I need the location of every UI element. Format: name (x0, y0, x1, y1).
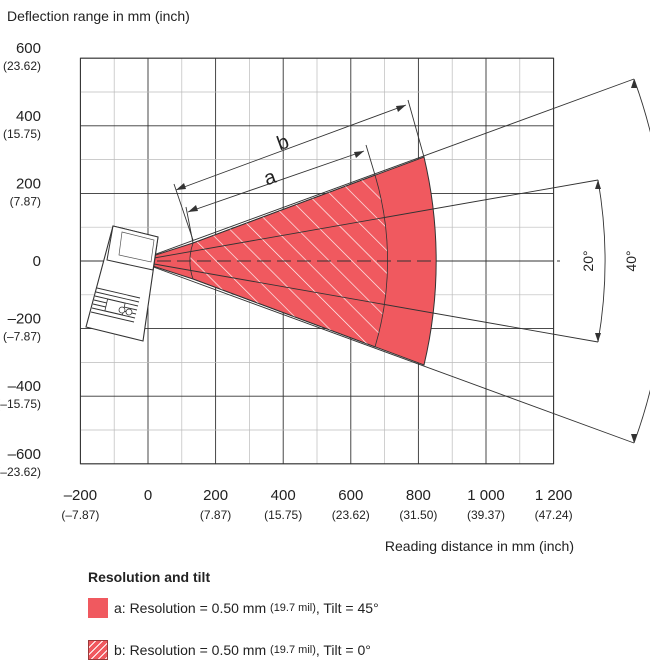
x-tick-label: –200 (64, 487, 97, 504)
y-tick-label: 200 (16, 175, 41, 192)
plot-border (79, 57, 555, 465)
legend-item-a: a: Resolution = 0.50 mm (19.7 mil), Tilt… (88, 598, 379, 618)
dimension-arrowheads (176, 105, 406, 212)
x-tick-label: 0 (144, 487, 152, 504)
legend-a-unit: (19.7 mil) (270, 602, 316, 614)
x-tick-label: 1 000 (467, 487, 505, 504)
x-tick-sublabel: (15.75) (264, 508, 302, 522)
angle-arc-40 (633, 78, 650, 444)
x-tick-sublabel: (–7.87) (61, 508, 99, 522)
y-tick-labels: 600 (23.62) 400 (15.75) 200 (7.87) 0 –200 (–7.87… (0, 40, 41, 479)
legend-a-prefix: a: Resolution = 0.50 mm (114, 600, 267, 616)
x-tick-label: 800 (406, 487, 431, 504)
legend-title: Resolution and tilt (88, 569, 211, 585)
label-a: a (261, 166, 280, 191)
y-tick-label: 0 (33, 253, 41, 270)
beam-lines (136, 78, 635, 444)
legend-swatch-solid (88, 598, 108, 618)
legend-b-unit: (19.7 mil) (270, 644, 316, 656)
legend-item-b: b: Resolution = 0.50 mm (19.7 mil), Tilt… (88, 640, 371, 660)
x-tick-sublabel: (7.87) (200, 508, 231, 522)
x-tick-sublabel: (23.62) (332, 508, 370, 522)
y-tick-sublabel: (23.62) (3, 59, 41, 73)
y-tick-label: –600 (8, 446, 41, 463)
x-tick-sublabel: (47.24) (535, 508, 573, 522)
y-tick-label: 600 (16, 40, 41, 57)
y-tick-sublabel: (–23.62) (0, 465, 41, 479)
x-tick-label: 200 (203, 487, 228, 504)
angle-label-40: 40° (623, 250, 639, 271)
angle-arrowheads (595, 79, 637, 443)
x-tick-sublabel: (39.37) (467, 508, 505, 522)
y-tick-label: 400 (16, 108, 41, 125)
y-axis-title: Deflection range in mm (inch) (7, 8, 190, 24)
y-tick-sublabel: (15.75) (3, 127, 41, 141)
x-tick-label: 400 (271, 487, 296, 504)
legend-a-suffix: , Tilt = 45° (315, 600, 379, 616)
x-tick-label: 600 (338, 487, 363, 504)
y-tick-sublabel: (–15.75) (0, 397, 41, 411)
y-tick-label: –400 (8, 378, 41, 395)
y-tick-label: –200 (8, 311, 41, 328)
legend-b-suffix: , Tilt = 0° (315, 642, 371, 658)
x-tick-labels: –200 (–7.87) 0 200 (7.87) 400 (15.75) 600 (23.62… (61, 487, 572, 522)
x-axis-title: Reading distance in mm (inch) (385, 538, 574, 554)
angle-arc-20 (597, 179, 606, 343)
x-tick-sublabel: (31.50) (399, 508, 437, 522)
legend-b-prefix: b: Resolution = 0.50 mm (114, 642, 267, 658)
angle-label-20: 20° (580, 250, 596, 271)
dimension-lines (173, 99, 425, 244)
label-b: b (274, 131, 292, 155)
y-tick-sublabel: (7.87) (10, 194, 41, 208)
scanner-device-icon (85, 225, 159, 342)
y-tick-sublabel: (–7.87) (3, 330, 41, 344)
legend-swatch-hatched (88, 640, 108, 660)
x-tick-label: 1 200 (535, 487, 573, 504)
